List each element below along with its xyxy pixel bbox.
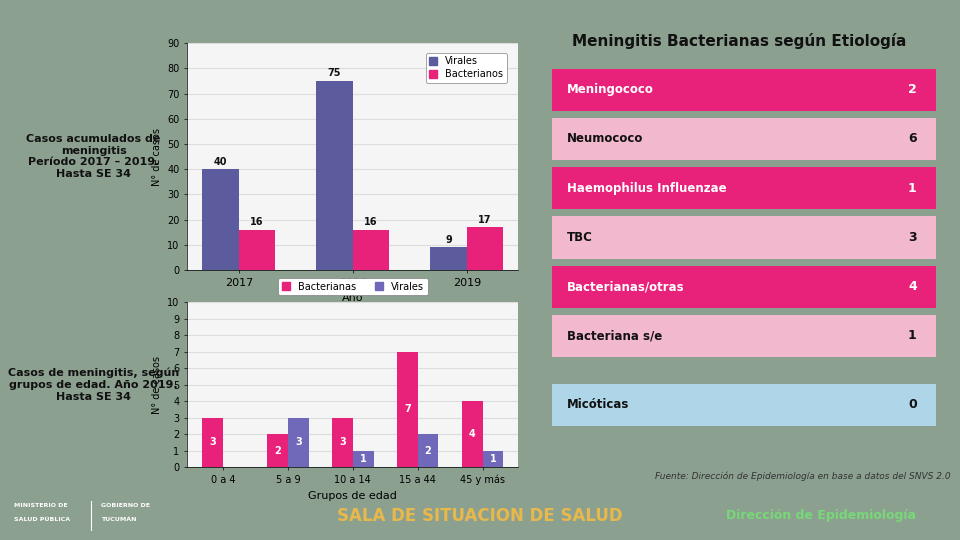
Text: 9: 9 bbox=[445, 235, 452, 245]
Text: 3: 3 bbox=[209, 437, 216, 448]
Y-axis label: N° de casos: N° de casos bbox=[152, 127, 161, 186]
Bar bbox=[462, 401, 483, 467]
Text: Haemophilus Influenzae: Haemophilus Influenzae bbox=[567, 182, 727, 195]
Text: Dirección de Epidemiología: Dirección de Epidemiología bbox=[726, 509, 916, 522]
Text: Neumococo: Neumococo bbox=[567, 132, 644, 145]
Bar bbox=[332, 418, 353, 467]
Text: 2: 2 bbox=[908, 83, 917, 96]
Bar bbox=[552, 69, 936, 111]
Bar bbox=[467, 227, 503, 270]
Text: GOBIERNO DE: GOBIERNO DE bbox=[101, 503, 150, 508]
Bar bbox=[552, 315, 936, 357]
Bar bbox=[203, 169, 239, 270]
Text: 1: 1 bbox=[908, 329, 917, 342]
Text: Bacteriana s/e: Bacteriana s/e bbox=[567, 329, 662, 342]
Text: 16: 16 bbox=[364, 217, 378, 227]
Text: 6: 6 bbox=[908, 132, 917, 145]
Bar bbox=[203, 418, 223, 467]
Text: SALA DE SITUACION DE SALUD: SALA DE SITUACION DE SALUD bbox=[337, 507, 623, 525]
X-axis label: Grupos de edad: Grupos de edad bbox=[308, 491, 397, 501]
Text: 3: 3 bbox=[339, 437, 346, 448]
Text: 4: 4 bbox=[908, 280, 917, 293]
Text: Bacterianas/otras: Bacterianas/otras bbox=[567, 280, 685, 293]
Bar bbox=[353, 230, 390, 270]
Text: 40: 40 bbox=[214, 157, 228, 167]
Text: 0: 0 bbox=[908, 398, 917, 411]
Bar bbox=[396, 352, 418, 467]
X-axis label: Año: Año bbox=[342, 293, 364, 303]
Text: 1: 1 bbox=[360, 454, 367, 464]
Text: 3: 3 bbox=[908, 231, 917, 244]
Text: 1: 1 bbox=[908, 182, 917, 195]
Bar bbox=[418, 434, 439, 467]
Bar bbox=[430, 247, 467, 270]
Text: Casos de meningitis, según
grupos de edad. Año 2019.
Hasta SE 34: Casos de meningitis, según grupos de eda… bbox=[8, 368, 180, 402]
Bar bbox=[552, 217, 936, 259]
Text: TUCUMÁN: TUCUMÁN bbox=[101, 517, 136, 522]
Text: Casos acumulados de
meningitis
Período 2017 – 2019.
Hasta SE 34: Casos acumulados de meningitis Período 2… bbox=[27, 134, 160, 179]
Bar bbox=[552, 118, 936, 160]
Text: Año 2019 hasta SE 34: Año 2019 hasta SE 34 bbox=[646, 72, 832, 87]
Text: Meningitis Bacterianas según Etiología: Meningitis Bacterianas según Etiología bbox=[572, 33, 906, 49]
Text: 3: 3 bbox=[295, 437, 301, 448]
Bar bbox=[353, 450, 373, 467]
Bar bbox=[239, 230, 276, 270]
Text: 16: 16 bbox=[251, 217, 264, 227]
Bar bbox=[267, 434, 288, 467]
Text: 75: 75 bbox=[327, 69, 342, 78]
Text: 1: 1 bbox=[490, 454, 496, 464]
Legend: Virales, Bacterianos: Virales, Bacterianos bbox=[425, 52, 507, 83]
Text: 2: 2 bbox=[275, 446, 281, 456]
Bar bbox=[552, 266, 936, 308]
Text: MINISTERIO DE: MINISTERIO DE bbox=[14, 503, 68, 508]
Text: TBC: TBC bbox=[567, 231, 593, 244]
Bar bbox=[552, 383, 936, 426]
Text: 17: 17 bbox=[478, 214, 492, 225]
Bar bbox=[316, 81, 353, 270]
Text: 2: 2 bbox=[424, 446, 431, 456]
Text: 7: 7 bbox=[404, 404, 411, 415]
Text: 4: 4 bbox=[468, 429, 475, 439]
Text: SALUD PÚBLICA: SALUD PÚBLICA bbox=[14, 517, 70, 522]
Text: Micóticas: Micóticas bbox=[567, 398, 630, 411]
Text: Meningococo: Meningococo bbox=[567, 83, 654, 96]
Legend: Bacterianas, Virales: Bacterianas, Virales bbox=[278, 278, 427, 295]
Text: Fuente: Dirección de Epidemiología en base a datos del SNVS 2.0: Fuente: Dirección de Epidemiología en ba… bbox=[655, 472, 950, 481]
Bar bbox=[483, 450, 503, 467]
Bar bbox=[288, 418, 309, 467]
Bar bbox=[552, 167, 936, 210]
Y-axis label: N° de casos: N° de casos bbox=[152, 356, 161, 414]
